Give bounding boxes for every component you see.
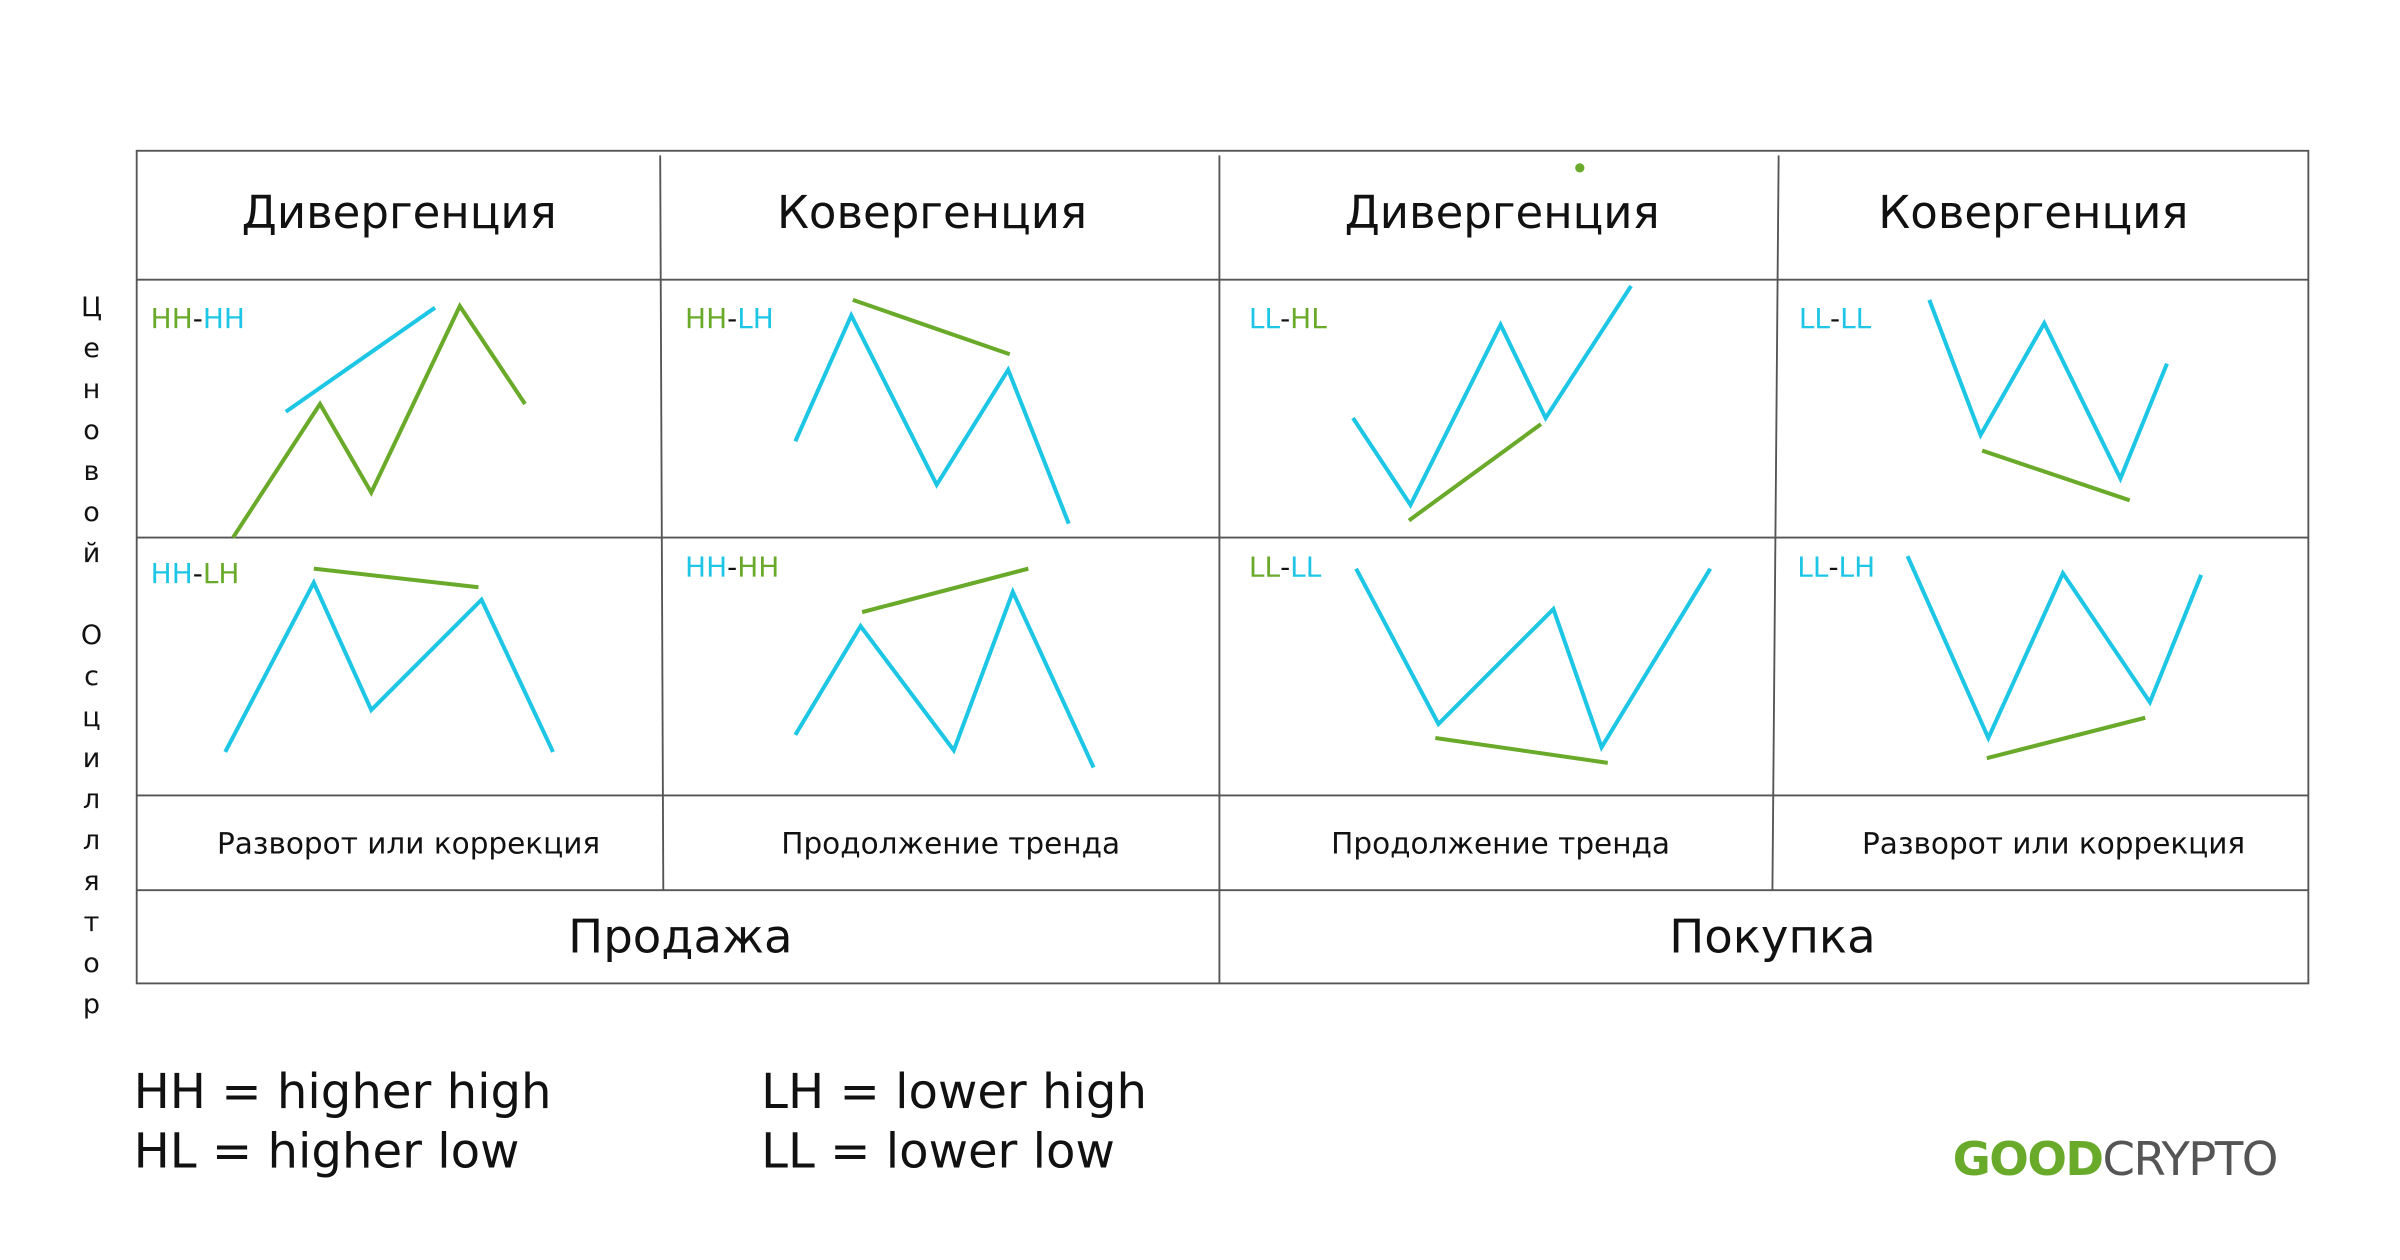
label-sep: -	[1828, 551, 1838, 584]
legend-item: HH = higher high	[134, 1064, 552, 1120]
cell-label: LL-LL	[1799, 302, 1872, 335]
label-part: HH	[203, 302, 245, 335]
price-line	[1354, 567, 1713, 752]
trend-line	[313, 566, 479, 590]
cell-label: LL-LH	[1797, 551, 1875, 584]
label-part: HH	[685, 302, 727, 335]
trend-line	[861, 566, 1029, 615]
trend-line	[1407, 422, 1543, 523]
logo-part: CRYPTO	[2103, 1132, 2277, 1186]
label-part: HH	[151, 302, 193, 335]
trend-line	[1435, 735, 1609, 765]
price-line	[793, 586, 1096, 769]
side-label: Ценовой Осциллятор	[76, 292, 107, 1030]
sketches	[223, 284, 2204, 769]
outcome: Продолжение тренда	[781, 827, 1120, 861]
price-line	[223, 578, 555, 753]
header: Ковергенция	[1878, 186, 2188, 239]
logo-part: GOOD	[1953, 1132, 2103, 1186]
price-line	[1905, 555, 2204, 743]
label-part: LL	[1249, 551, 1281, 584]
label-part: HH	[737, 551, 779, 584]
legend-item: HL = higher low	[134, 1123, 520, 1179]
outcome: Разворот или коррекция	[1862, 827, 2245, 861]
header: Дивергенция	[1345, 186, 1660, 239]
logo: GOODCRYPTO	[1953, 1132, 2277, 1186]
cell-label: HH-LH	[685, 302, 774, 335]
label-part: LL	[1797, 551, 1829, 584]
label-part: LL	[1799, 302, 1831, 335]
col-line	[1771, 155, 1780, 891]
label-sep: -	[727, 551, 737, 584]
cell-label: LL-HL	[1249, 302, 1327, 335]
trend-line	[852, 297, 1011, 357]
table-border	[135, 149, 2310, 985]
cell-label: LL-LL	[1249, 551, 1322, 584]
legend-item: LH = lower high	[761, 1064, 1147, 1120]
outcome: Разворот или коррекция	[217, 827, 600, 861]
label-part: HH	[685, 551, 727, 584]
label-part: LH	[1839, 551, 1876, 584]
cell-label: HH-HH	[685, 551, 779, 584]
outcome: Продолжение тренда	[1331, 827, 1670, 861]
header: Дивергенция	[242, 186, 557, 239]
trend-line	[1986, 715, 2146, 761]
label-sep: -	[1280, 302, 1290, 335]
legend-item: LL = lower low	[761, 1123, 1115, 1179]
label-part: LL	[1249, 302, 1281, 335]
col-line	[659, 155, 665, 891]
price-line	[231, 302, 527, 539]
cell-label: HH-HH	[151, 302, 245, 335]
header: Ковергенция	[777, 186, 1087, 239]
label-sep: -	[193, 557, 203, 590]
trend-line	[284, 306, 437, 414]
label-sep: -	[193, 302, 203, 335]
label-part: HH	[151, 557, 193, 590]
label-sep: -	[1280, 551, 1290, 584]
price-line	[1927, 299, 2169, 484]
table-grid	[135, 149, 2310, 985]
label-part: LL	[1840, 302, 1872, 335]
cell-label: HH-LH	[151, 557, 240, 590]
dot	[1575, 163, 1585, 173]
label-sep: -	[727, 302, 737, 335]
label-part: LH	[737, 302, 774, 335]
label-part: LH	[203, 557, 240, 590]
label-part: HL	[1290, 302, 1327, 335]
action: Продажа	[568, 909, 792, 963]
price-line	[1351, 284, 1633, 509]
trend-line	[1981, 448, 2131, 503]
action: Покупка	[1669, 909, 1875, 963]
label-sep: -	[1830, 302, 1840, 335]
price-line	[793, 310, 1071, 525]
label-part: LL	[1290, 551, 1322, 584]
